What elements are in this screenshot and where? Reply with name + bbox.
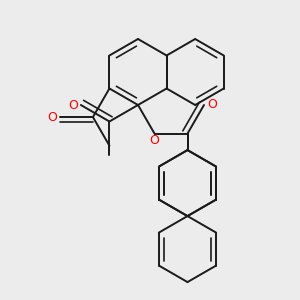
Text: O: O [47, 111, 57, 124]
Text: O: O [69, 98, 78, 112]
Text: O: O [150, 134, 159, 147]
Text: O: O [207, 98, 217, 112]
